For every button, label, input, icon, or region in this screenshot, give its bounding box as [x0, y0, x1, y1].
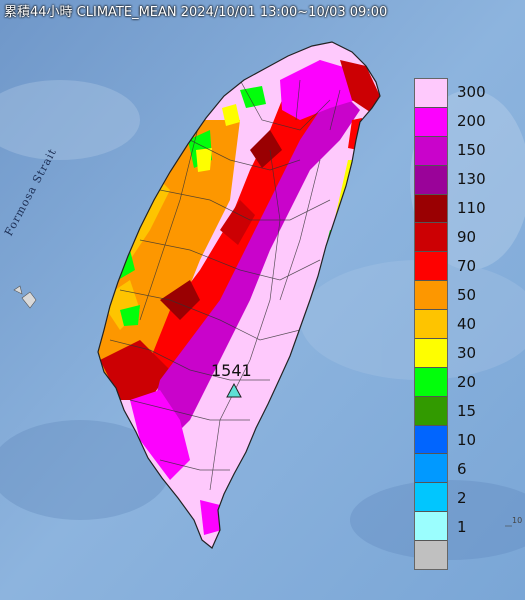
- legend-swatch: [415, 454, 447, 484]
- legend-color-bar: [414, 78, 448, 570]
- legend-label: 1: [457, 517, 467, 536]
- district-boundaries: [109, 79, 341, 491]
- legend-label: 6: [457, 459, 467, 478]
- legend-label: 90: [457, 228, 477, 247]
- triangle-icon: [226, 382, 242, 398]
- station-value-label: 1541: [211, 361, 252, 380]
- penghu-islands: [13, 285, 37, 309]
- legend-swatch: [415, 396, 447, 426]
- legend-label: 300: [457, 83, 486, 102]
- legend-label: 40: [457, 315, 477, 333]
- legend-swatch: [415, 310, 447, 339]
- corner-mark: 10: [512, 516, 523, 525]
- legend-labels: 300 200 150 130 110 90 70 50 40 30 20 15 10 6 2 1: [457, 78, 517, 570]
- legend-swatch: [415, 425, 447, 455]
- legend-label: 15: [457, 401, 477, 420]
- legend-swatch: [415, 136, 447, 166]
- legend-swatch: [415, 541, 447, 569]
- legend-swatch: [415, 79, 447, 108]
- legend-label: 30: [457, 343, 477, 362]
- legend-label: 70: [457, 257, 477, 276]
- legend-label: 110: [457, 199, 486, 218]
- legend-label: 50: [457, 286, 477, 305]
- map-title: 累積44小時 CLIMATE_MEAN 2024/10/01 13:00~10/…: [4, 5, 388, 20]
- legend-swatch: [415, 483, 447, 513]
- legend-label: 200: [457, 112, 486, 131]
- legend-label: 20: [457, 372, 477, 391]
- legend-swatch: [415, 223, 447, 253]
- legend-swatch: [415, 107, 447, 137]
- legend-swatch: [415, 338, 447, 368]
- legend-swatch: [415, 165, 447, 195]
- legend-label: 10: [457, 430, 477, 449]
- legend-swatch: [415, 281, 447, 310]
- legend-label: 130: [457, 170, 486, 189]
- legend-swatch: [415, 512, 447, 541]
- legend-swatch: [415, 194, 447, 224]
- legend-label: 150: [457, 141, 486, 160]
- legend-swatch: [415, 367, 447, 397]
- legend-swatch: [415, 252, 447, 282]
- legend-label: 2: [457, 488, 467, 507]
